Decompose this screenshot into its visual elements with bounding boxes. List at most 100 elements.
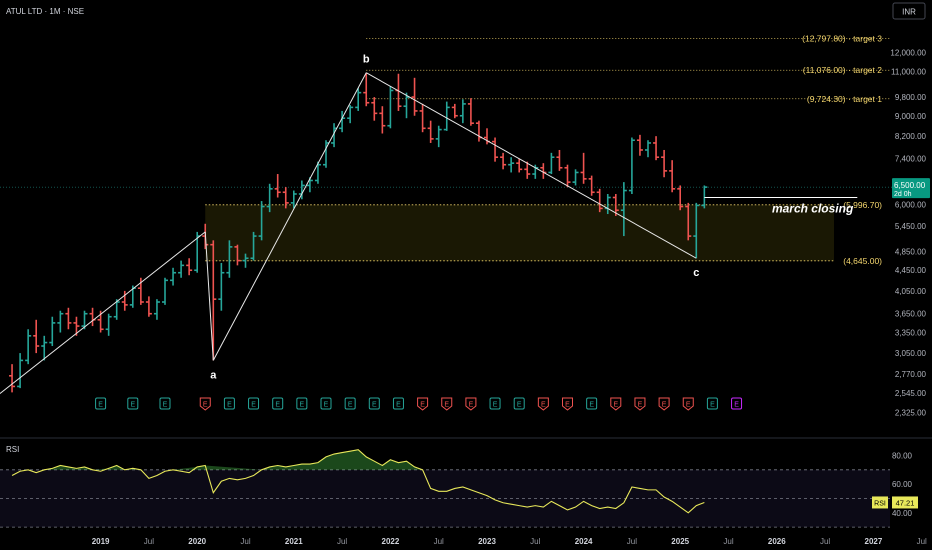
earnings-marker[interactable]: E [562, 397, 573, 411]
earnings-marker[interactable]: E [610, 397, 622, 411]
rsi-line [11, 449, 705, 514]
earnings-letter: E [98, 402, 103, 409]
earnings-marker[interactable]: E [368, 397, 380, 410]
earnings-letter: E [613, 402, 618, 409]
earnings-marker[interactable]: E [159, 397, 171, 410]
rsi-tag-value-bg [892, 496, 918, 509]
earnings-marker[interactable]: E [731, 397, 743, 410]
earnings-letter: E [734, 402, 739, 409]
time-tick-label: Jul [434, 537, 444, 546]
time-tick-label: 2026 [768, 537, 786, 546]
earnings-badge [368, 397, 380, 410]
ohlc-bar [669, 160, 676, 193]
earnings-marker[interactable]: E [634, 397, 646, 411]
earnings-badge [634, 397, 646, 411]
earnings-letter: E [348, 402, 353, 409]
earnings-marker[interactable]: E [417, 397, 429, 411]
rsi-tag-value: 47.21 [896, 498, 915, 507]
ohlc-bar [371, 97, 378, 121]
price-tick-label: 3,650.00 [895, 310, 927, 319]
earnings-marker[interactable]: E [344, 397, 356, 410]
wave-line [212, 72, 367, 361]
earnings-marker[interactable]: E [95, 397, 107, 410]
zone-upper-label: (5,996.70) [843, 200, 882, 210]
time-tick-label: Jul [917, 537, 927, 546]
rsi-pane: RSI 80.00 60.00 40.00 RSI 47.21 [0, 445, 918, 528]
earnings-badge [465, 397, 477, 411]
time-tick-label: 2022 [382, 537, 400, 546]
currency-button-label[interactable]: INR [902, 8, 916, 17]
wave-line [0, 231, 206, 395]
ohlc-bar [178, 260, 185, 278]
rsi-tag-name: RSI [874, 500, 886, 507]
price-tick-label: 12,000.00 [890, 49, 926, 58]
earnings-badge [95, 397, 107, 410]
earnings-marker[interactable]: E [537, 397, 549, 411]
rsi-tick-label: 40.00 [892, 509, 913, 518]
ohlc-bar [492, 137, 499, 162]
earnings-letter: E [686, 402, 691, 409]
earnings-marker[interactable]: E [248, 397, 260, 410]
ohlc-bar [226, 240, 233, 278]
earnings-marker[interactable]: E [320, 397, 332, 410]
price-tick-label: 7,400.00 [895, 155, 927, 164]
currency-button[interactable]: INR [892, 2, 926, 20]
earnings-letter: E [469, 402, 474, 409]
ohlc-bar [9, 364, 16, 393]
earnings-marker[interactable]: E [513, 397, 525, 410]
ohlc-bar [580, 152, 587, 184]
ohlc-bar [33, 319, 40, 354]
target-label: (11,076.00) · target 2 [803, 65, 882, 75]
ohlc-bar [153, 299, 160, 320]
currency-button-frame[interactable] [892, 2, 926, 20]
ohlc-bar [363, 72, 370, 107]
time-tick-label: Jul [627, 537, 637, 546]
ohlc-bar [290, 190, 297, 209]
price-axis[interactable]: 12,000.00 11,000.00 9,800.00 9,000.00 8,200.… [890, 49, 930, 418]
earnings-marker[interactable]: E [489, 397, 501, 410]
ohlc-bar [443, 101, 450, 131]
price-tick-label: 2,770.00 [895, 370, 927, 379]
wave-line [204, 231, 214, 361]
ohlc-bar [564, 164, 571, 188]
ohlc-bar [693, 202, 700, 259]
ohlc-bar [162, 277, 168, 305]
ohlc-bar [435, 125, 442, 148]
earnings-badge [320, 397, 332, 410]
ohlc-bar [467, 98, 474, 126]
earnings-marker[interactable]: E [682, 397, 694, 411]
earnings-marker[interactable]: E [392, 397, 404, 410]
ohlc-bar [65, 307, 72, 330]
ohlc-bar [347, 105, 354, 124]
ohlc-bar [451, 103, 458, 119]
time-tick-label: 2019 [92, 537, 110, 546]
rsi-tick-label: 60.00 [892, 480, 913, 489]
earnings-marker[interactable]: E [586, 397, 598, 410]
earnings-badge [658, 397, 670, 411]
time-axis[interactable]: 2019 Jul 2020 Jul 2021 Jul 2022 Jul 2023 Jul 2024 J… [92, 537, 927, 546]
ohlc-bar [121, 290, 128, 311]
time-tick-label: Jul [240, 537, 250, 546]
ohlc-bar [500, 152, 507, 170]
ohlc-bar [524, 161, 531, 179]
ohlc-bar [242, 253, 249, 268]
price-tick-label: 2,325.00 [895, 409, 927, 418]
earnings-marker[interactable]: E [223, 397, 235, 410]
price-tick-label: 9,800.00 [895, 93, 927, 102]
earnings-marker[interactable]: E [296, 397, 308, 410]
earnings-marker[interactable]: E [706, 397, 718, 410]
time-tick-label: Jul [723, 537, 733, 546]
earnings-marker[interactable]: E [127, 397, 139, 410]
earnings-badge [682, 397, 694, 411]
earnings-marker[interactable]: E [658, 397, 670, 411]
earnings-letter: E [541, 402, 546, 409]
target-label: (12,797.80) · target 3 [802, 34, 882, 44]
earnings-marker[interactable]: E [465, 397, 477, 411]
earnings-marker[interactable]: E [441, 397, 453, 411]
ohlc-bar [612, 193, 619, 216]
earnings-marker[interactable]: E [199, 397, 211, 411]
earnings-marker[interactable]: E [272, 397, 284, 410]
